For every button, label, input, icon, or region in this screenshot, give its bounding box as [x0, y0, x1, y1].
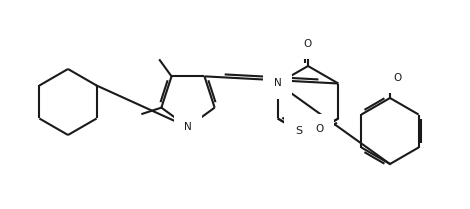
- Text: N: N: [274, 79, 282, 88]
- Text: S: S: [295, 125, 302, 135]
- Text: O: O: [304, 39, 312, 49]
- Text: N: N: [184, 122, 192, 132]
- Text: O: O: [315, 125, 323, 135]
- Text: O: O: [394, 73, 402, 83]
- Text: NH: NH: [300, 131, 316, 141]
